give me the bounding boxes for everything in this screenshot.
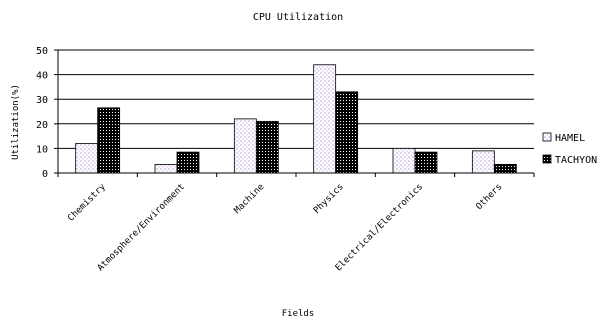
legend-swatch-tachyon [542,154,552,164]
bar-hamel-2 [233,118,257,174]
legend-swatch-hamel [542,132,552,142]
y-tick-label: 50 [36,46,48,57]
bar-tachyon-2 [255,120,279,174]
y-tick-label: 30 [36,95,48,106]
legend-label-hamel: HAMEL [555,133,585,144]
bar-hamel-4 [392,147,416,174]
bar-hamel-5 [471,150,495,174]
bar-tachyon-5 [493,163,517,174]
bar-hamel-3 [313,64,337,174]
chart-title: CPU Utilization [253,12,343,23]
x-axis-label: Fields [282,309,315,319]
bar-tachyon-1 [176,151,200,174]
bar-tachyon-4 [414,151,438,174]
x-tick-label: Others [474,182,504,212]
x-tick-label: Atmosphere/Environment [96,182,187,273]
y-tick-label: 40 [36,71,48,82]
y-tick-label: 0 [42,169,48,180]
bar-tachyon-3 [335,91,359,174]
x-tick-label: Electrical/Electronics [334,182,425,273]
legend: HAMEL TACHYON [542,132,597,166]
plot-area: 0 10 20 30 40 50 ChemistryAtmosphere/Environme… [36,46,535,273]
bar-hamel-0 [75,143,99,174]
x-tick-label: Physics [312,182,346,216]
y-tick-label: 20 [36,120,48,131]
legend-label-tachyon: TACHYON [555,155,597,166]
bar-hamel-1 [154,163,178,174]
bar-tachyon-0 [97,107,121,174]
x-tick-label: Machine [233,182,267,216]
y-axis-label: Utilization(%) [11,84,21,160]
y-tick-label: 10 [36,144,48,155]
x-tick-label: Chemistry [66,182,108,224]
